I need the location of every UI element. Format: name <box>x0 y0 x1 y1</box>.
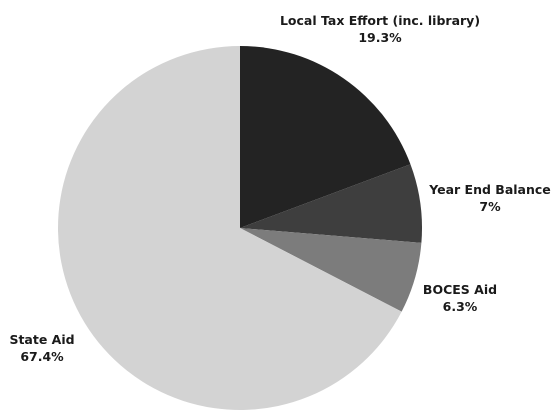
slice-name-local-tax-effort: Local Tax Effort (inc. library) <box>279 13 481 28</box>
slice-label-year-end-balance: Year End Balance 7% <box>420 181 560 215</box>
slice-value-year-end-balance: 7% <box>479 199 501 214</box>
slice-name-state-aid: State Aid <box>9 332 75 347</box>
slice-label-boces-aid: BOCES Aid 6.3% <box>415 281 505 315</box>
slice-label-state-aid: State Aid 67.4% <box>2 331 82 365</box>
slice-name-year-end-balance: Year End Balance <box>429 182 551 197</box>
pie-slice-local-tax-effort-inc-library <box>240 46 411 228</box>
pie-slice-year-end-balance <box>240 164 422 243</box>
pie-slice-boces-aid <box>240 228 422 312</box>
slice-label-local-tax-effort: Local Tax Effort (inc. library) 19.3% <box>270 12 490 46</box>
slice-value-local-tax-effort: 19.3% <box>358 30 402 45</box>
slice-value-boces-aid: 6.3% <box>442 299 478 314</box>
slice-value-state-aid: 67.4% <box>20 349 64 364</box>
slice-name-boces-aid: BOCES Aid <box>422 282 498 297</box>
pie-slice-state-aid <box>57 46 402 410</box>
